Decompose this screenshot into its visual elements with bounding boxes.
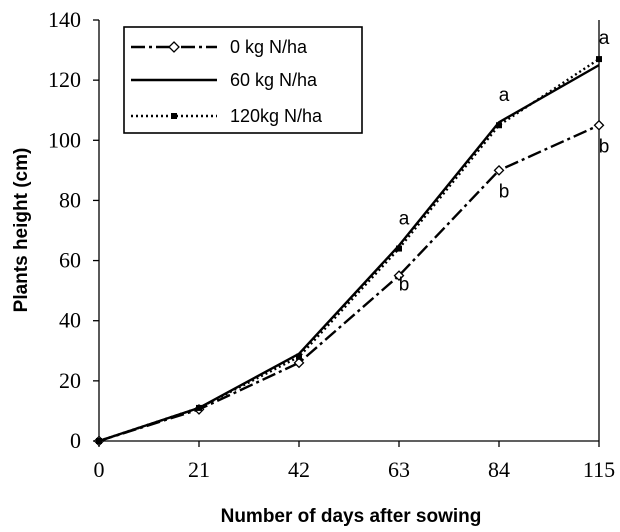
series-point-0	[393, 270, 405, 282]
x-tick-label: 21	[188, 457, 210, 482]
legend-marker-0	[168, 41, 180, 53]
legend: 0 kg N/ha 60 kg N/ha 120kg N/ha	[123, 26, 363, 134]
series-point-0	[493, 164, 505, 176]
significance-letter: a	[399, 208, 410, 229]
x-tick-label: 115	[583, 457, 615, 482]
series-line-0	[98, 124, 600, 443]
x-axis-ticks: 0 21 42 63 84 115	[94, 441, 615, 482]
legend-label-2: 120kg N/ha	[230, 106, 323, 126]
legend-box	[123, 26, 363, 134]
significance-letter: a	[599, 28, 610, 49]
legend-label-0: 0 kg N/ha	[230, 37, 308, 57]
y-tick-label: 120	[48, 67, 81, 92]
series-line-1	[98, 64, 600, 443]
y-tick-label: 60	[59, 248, 81, 273]
series-point-2	[296, 353, 302, 360]
y-axis-ticks: 0 20 40 60 80 100 120 140	[48, 7, 99, 453]
y-tick-label: 140	[48, 7, 81, 32]
x-tick-label: 84	[488, 457, 510, 482]
annotation-layer: a b a b a b	[399, 28, 610, 296]
significance-letter: b	[599, 136, 610, 157]
series-point-2	[496, 122, 502, 129]
series-point-2	[196, 404, 202, 411]
y-tick-label: 80	[59, 187, 81, 212]
series-line-2	[98, 58, 600, 443]
legend-marker-2	[171, 113, 177, 119]
y-tick-label: 100	[48, 127, 81, 152]
x-tick-label: 0	[94, 457, 105, 482]
series-point-2	[96, 438, 102, 444]
significance-letter: a	[499, 85, 510, 106]
x-tick-label: 42	[288, 457, 310, 482]
y-tick-label: 20	[59, 368, 81, 393]
series-point-0	[293, 357, 305, 369]
x-axis-title: Number of days after sowing	[221, 506, 482, 527]
y-tick-label: 40	[59, 308, 81, 333]
plot-frame	[98, 20, 600, 442]
significance-letter: b	[399, 275, 410, 296]
series-point-2	[396, 245, 402, 252]
series-point-0	[593, 119, 605, 131]
legend-label-1: 60 kg N/ha	[230, 70, 318, 90]
significance-letter: b	[499, 181, 510, 202]
series-layer	[93, 56, 605, 447]
series-point-2	[596, 56, 602, 63]
x-tick-label: 63	[388, 457, 410, 482]
y-tick-label: 0	[70, 428, 81, 453]
y-axis-title: Plants height (cm)	[11, 148, 32, 313]
